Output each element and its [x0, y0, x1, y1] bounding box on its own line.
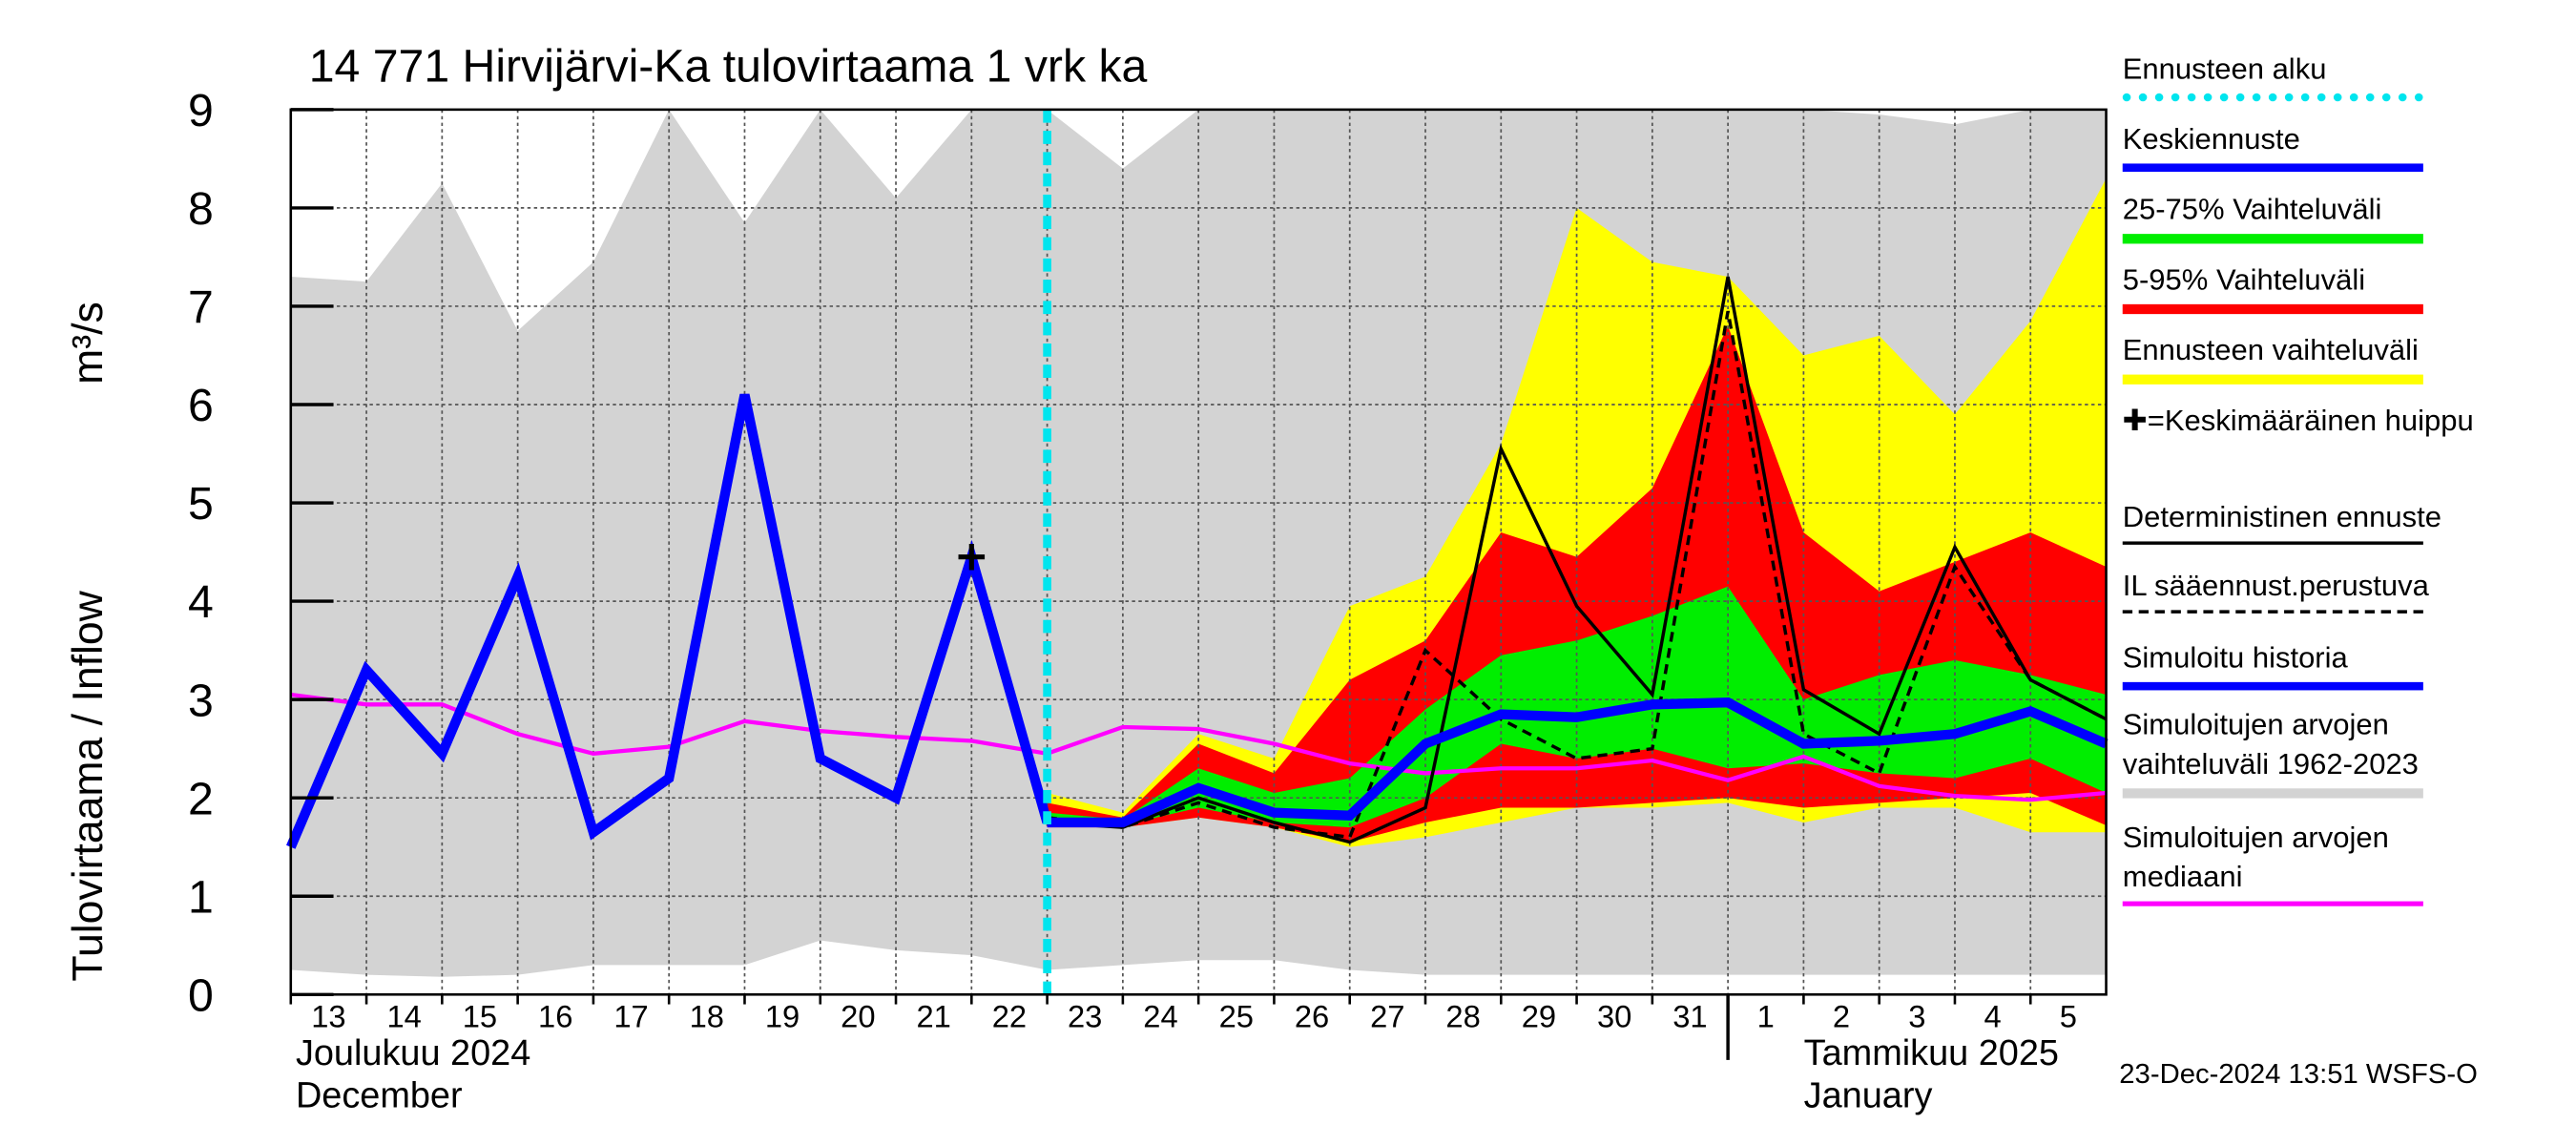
legend-label: Simuloitu historia — [2122, 641, 2348, 675]
x-tick-label: 23 — [1068, 999, 1102, 1034]
legend-label: Simuloitujen arvojen vaihteluväli 1962-2… — [2122, 708, 2419, 781]
legend-entry: Simuloitu historia — [2122, 638, 2501, 691]
legend-swatch — [2122, 374, 2423, 385]
legend-label: 25-75% Vaihteluväli — [2122, 193, 2382, 226]
x-tick-label: 13 — [311, 999, 345, 1034]
y-tick-label: 7 — [188, 281, 214, 333]
legend-entry: Simuloitujen arvojen mediaani — [2122, 818, 2501, 906]
legend-swatch — [2122, 93, 2423, 102]
series-line — [969, 276, 2108, 844]
series-line — [1047, 310, 2108, 840]
y-tick-label: 6 — [188, 380, 214, 431]
y-tick-label: 1 — [188, 871, 214, 923]
legend-label: Simuloitujen arvojen mediaani — [2122, 821, 2389, 894]
x-tick-label: 2 — [1833, 999, 1850, 1034]
y-tick-label: 5 — [188, 478, 214, 530]
peak-marker — [958, 544, 986, 571]
x-tick-label: 29 — [1522, 999, 1556, 1034]
x-tick-label: 26 — [1295, 999, 1329, 1034]
legend-swatch — [2122, 610, 2423, 614]
y-axis-unit: m³/s — [65, 302, 112, 385]
x-tick-label: 21 — [916, 999, 950, 1034]
series-line — [1047, 697, 2109, 828]
month-label: Joulukuu 2024 — [296, 1033, 530, 1073]
legend-entry: Simuloitujen arvojen vaihteluväli 1962-2… — [2122, 705, 2501, 799]
legend-entry: ✚=Keskimääräinen huippu — [2123, 401, 2501, 440]
month-label: Tammikuu 2025 — [1804, 1033, 2059, 1073]
legend-label: Ennusteen vaihteluväli — [2122, 333, 2419, 367]
legend-label: Deterministinen ennuste — [2122, 500, 2441, 533]
x-tick-label: 28 — [1445, 999, 1480, 1034]
y-tick-label: 4 — [188, 576, 214, 628]
legend-swatch — [2122, 303, 2423, 315]
y-tick-label: 0 — [188, 970, 214, 1022]
x-tick-label: 15 — [463, 999, 497, 1034]
chart-title: 14 771 Hirvijärvi-Ka tulovirtaama 1 vrk … — [309, 41, 1148, 93]
x-tick-label: 5 — [2060, 999, 2077, 1034]
x-tick-label: 20 — [841, 999, 875, 1034]
legend-swatch — [2122, 541, 2423, 545]
legend-entry: Ennusteen alku — [2122, 49, 2501, 102]
y-tick-label: 3 — [188, 675, 214, 726]
legend-swatch — [2122, 163, 2423, 173]
legend-label: Keskiennuste — [2122, 122, 2300, 156]
series-line — [290, 692, 2107, 802]
x-tick-label: 22 — [992, 999, 1027, 1034]
legend-label: Ennusteen alku — [2122, 52, 2327, 86]
x-tick-label: 24 — [1143, 999, 1177, 1034]
legend-swatch — [2122, 788, 2423, 799]
series-line — [286, 393, 1052, 849]
legend-swatch — [2122, 901, 2423, 906]
legend-swatch — [2122, 234, 2423, 244]
legend-entry: Keskiennuste — [2122, 119, 2501, 173]
legend-label: 5-95% Vaihteluväli — [2122, 263, 2366, 297]
legend-label: ✚=Keskimääräinen huippu — [2122, 404, 2474, 437]
y-tick-label: 9 — [188, 85, 214, 136]
month-label: December — [296, 1076, 463, 1116]
legend-entry: 5-95% Vaihteluväli — [2122, 260, 2501, 315]
y-tick-label: 8 — [188, 183, 214, 235]
x-tick-label: 31 — [1672, 999, 1707, 1034]
legend-entry: Ennusteen vaihteluväli — [2122, 330, 2501, 385]
x-tick-label: 3 — [1908, 999, 1925, 1034]
legend-entry: Deterministinen ennuste — [2122, 497, 2501, 545]
x-tick-label: 14 — [386, 999, 421, 1034]
x-tick-label: 1 — [1757, 999, 1775, 1034]
timestamp: 23-Dec-2024 13:51 WSFS-O — [2119, 1059, 2478, 1090]
x-tick-label: 25 — [1219, 999, 1254, 1034]
month-label: January — [1804, 1076, 1933, 1116]
x-tick-label: 27 — [1370, 999, 1404, 1034]
legend-swatch — [2122, 681, 2423, 691]
x-tick-label: 16 — [538, 999, 572, 1034]
legend-entry: IL sääennust.perustuva — [2122, 566, 2501, 614]
y-axis-label: Tulovirtaama / Inflow — [65, 590, 112, 981]
x-tick-label: 18 — [690, 999, 724, 1034]
legend-entry: 25-75% Vaihteluväli — [2122, 190, 2501, 244]
y-tick-label: 2 — [188, 773, 214, 824]
x-tick-label: 4 — [1984, 999, 2001, 1034]
x-tick-label: 30 — [1597, 999, 1631, 1034]
x-tick-label: 19 — [765, 999, 800, 1034]
legend-label: IL sääennust.perustuva — [2122, 569, 2429, 602]
x-tick-label: 17 — [613, 999, 648, 1034]
